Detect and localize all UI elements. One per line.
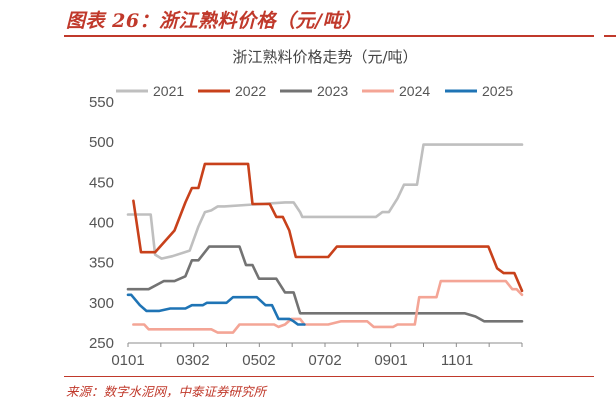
y-tick-label: 500 [89,134,114,151]
y-tick-label: 400 [89,215,114,232]
x-tick-label: 0302 [176,352,209,369]
source-note: 来源：数字水泥网，中泰证券研究所 [66,384,267,399]
chart-title: 浙江熟料价格走势（元/吨） [232,48,417,66]
figure-title: 图表 26：浙江熟料价格（元/吨） [66,10,362,32]
legend: 2021 2022 2023 2024 2025 [116,83,513,99]
y-tick-label: 550 [89,94,114,111]
x-tick-label: 0101 [111,352,144,369]
legend-label-2023: 2023 [317,83,348,99]
legend-label-2022: 2022 [235,83,266,99]
y-tick-label: 350 [89,255,114,272]
series-line-2021 [126,143,524,260]
y-tick-label: 300 [89,295,114,312]
series-group [126,143,524,334]
x-tick-label: 0901 [374,352,407,369]
series-line-2024 [132,279,524,334]
legend-label-2021: 2021 [153,83,184,99]
series-line-2023 [126,245,524,323]
y-tick-label: 250 [89,335,114,352]
series-line-2022 [132,162,524,293]
x-tick-label: 1101 [441,352,473,369]
x-tick-label: 0702 [308,352,341,369]
y-axis: 250 300 350 400 450 500 550 [89,94,114,352]
adjacent-figure-rule [604,35,616,37]
series-line-2025 [126,293,306,326]
x-axis: 0101 0302 0502 0702 0901 1101 [111,342,523,369]
legend-label-2025: 2025 [482,83,513,99]
y-tick-label: 450 [89,174,114,191]
x-tick-label: 0502 [242,352,275,369]
title-rule [64,35,594,37]
legend-label-2024: 2024 [399,83,430,99]
source-rule [64,376,594,377]
